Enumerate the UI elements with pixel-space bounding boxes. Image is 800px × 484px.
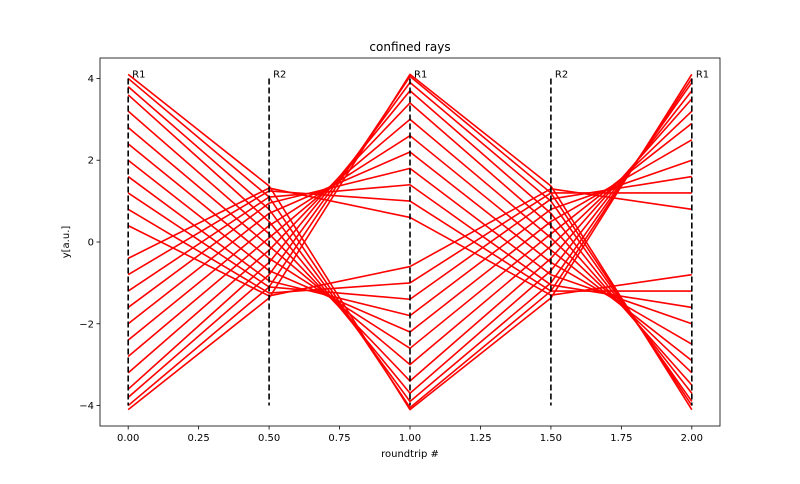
x-tick-label-7: 1.75 (610, 433, 632, 444)
x-tick-label-2: 0.50 (258, 433, 280, 444)
ray-line-19 (127, 183, 692, 309)
x-tick-label-8: 2.00 (681, 433, 703, 444)
x-tick-label-0: 0.00 (117, 433, 139, 444)
mirror-label-1: R2 (273, 69, 286, 80)
x-axis-label: roundtrip # (381, 449, 439, 460)
x-tick-label-6: 1.50 (540, 433, 562, 444)
x-tick-label-4: 1.00 (399, 433, 421, 444)
ray-line-0 (127, 73, 693, 411)
mirror-label-4: R1 (696, 69, 709, 80)
chart-title: confined rays (369, 40, 450, 54)
ray-line-9 (127, 102, 693, 386)
x-axis-ticks: 0.00 0.25 0.50 0.75 1.00 1.25 1.50 1.75 2.00 (117, 426, 703, 444)
ray-line-6 (127, 90, 693, 395)
ray-line-22 (127, 188, 692, 297)
ray-line-3 (127, 75, 693, 407)
plot-frame (99, 57, 721, 427)
mirror-label-3: R2 (555, 69, 568, 80)
ray-line-2 (127, 77, 693, 409)
y-axis-ticks: −4 −2 0 2 4 (79, 74, 100, 412)
y-tick-label-1: −2 (79, 319, 94, 330)
mirror-label-2: R1 (414, 69, 427, 80)
ray-line-4 (127, 82, 693, 403)
y-tick-label-0: −4 (79, 401, 94, 412)
ray-line-1 (127, 73, 693, 411)
x-tick-label-5: 1.25 (469, 433, 491, 444)
y-axis-label: y[a.u.] (61, 226, 72, 259)
y-tick-label-4: 4 (88, 74, 94, 85)
ray-line-10 (127, 110, 693, 366)
x-tick-label-1: 0.25 (188, 433, 210, 444)
mirror-label-0: R1 (132, 69, 145, 80)
x-tick-label-3: 0.75 (328, 433, 350, 444)
ray-line-20 (127, 192, 692, 294)
ray-line-12 (127, 122, 693, 350)
mirror-group: R1 R2 R1 R2 R1 (127, 69, 709, 406)
y-tick-label-3: 2 (88, 156, 94, 167)
y-tick-label-2: 0 (88, 238, 94, 249)
